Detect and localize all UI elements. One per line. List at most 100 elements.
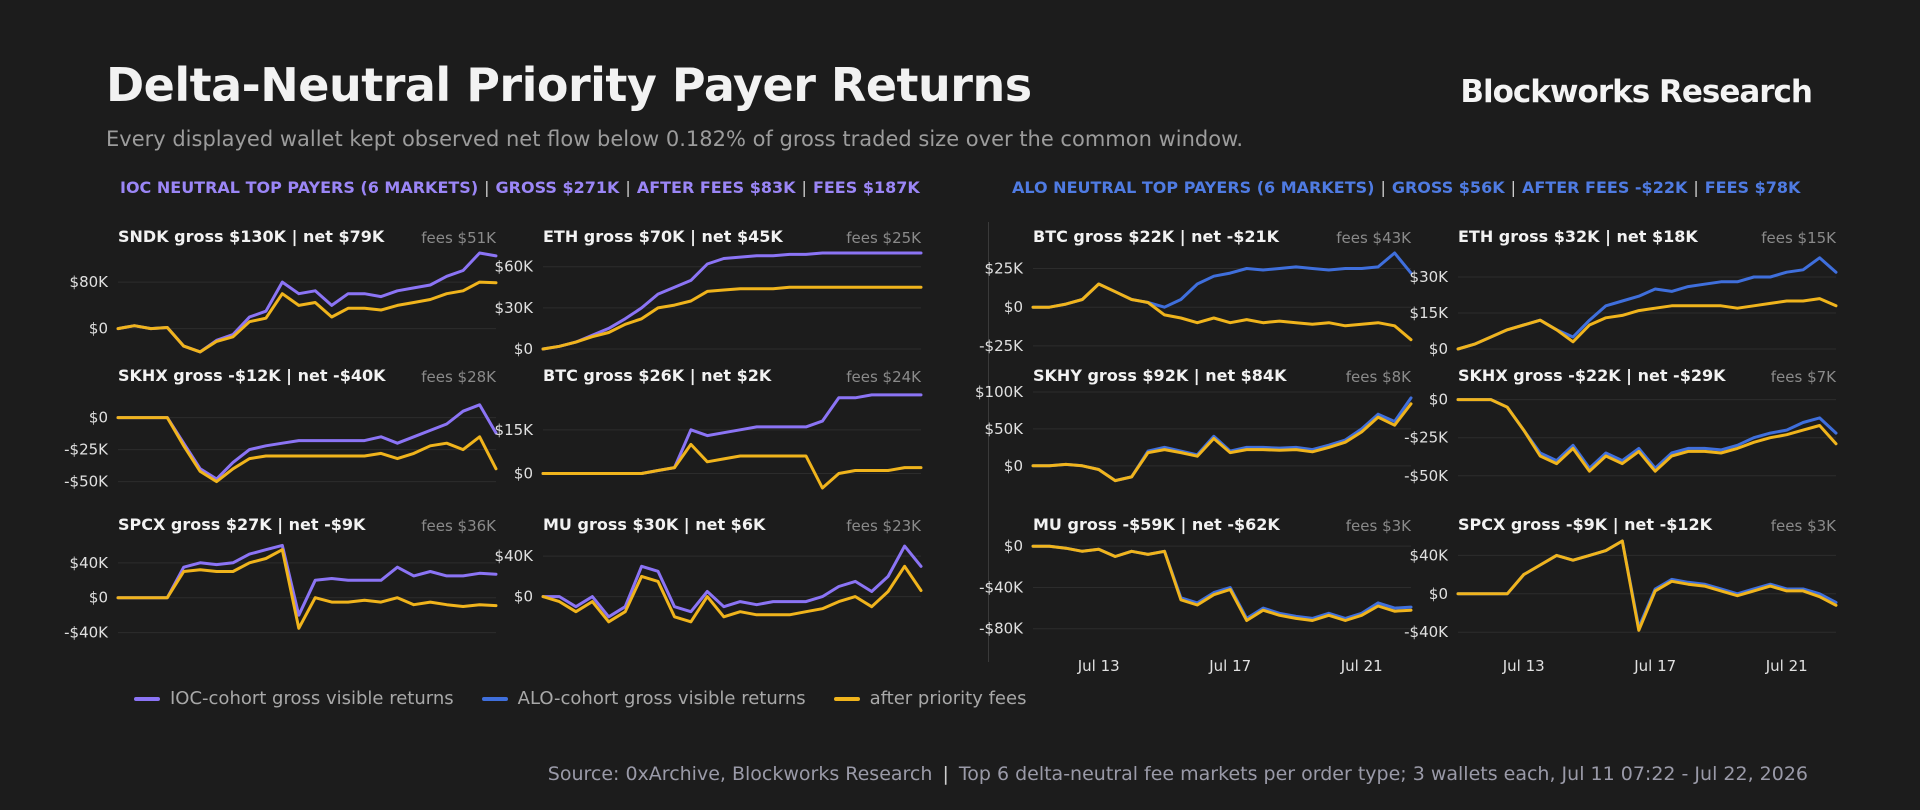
chart-svg: $0 $50K $100K [975, 383, 1413, 483]
panel-title: BTC gross $22K | net -$21K [1033, 227, 1280, 246]
alo-cohort-label: ALO NEUTRAL TOP PAYERS (6 MARKETS) [1012, 178, 1375, 197]
chart-svg: -$40K $0 $40K Jul 13 Jul 17 Jul 21 [1404, 539, 1838, 675]
ioc-cohort-fees: FEES $187K [812, 178, 920, 197]
legend-swatch-ioc [134, 696, 160, 701]
y-tick-label: $0 [89, 589, 108, 607]
chart-svg: -$50K -$25K $0 [64, 403, 498, 491]
y-tick-label: -$25K [64, 441, 109, 459]
series-line-net [541, 564, 923, 624]
series-line-net [1031, 402, 1413, 483]
y-tick-label: $40K [495, 547, 535, 565]
series-line-gross [541, 544, 923, 619]
y-tick-label: $80K [70, 273, 110, 291]
panel-fees: fees $36K [421, 517, 496, 535]
x-tick-label: Jul 13 [1502, 657, 1545, 675]
y-tick-label: $0 [514, 464, 533, 482]
source-left: Source: 0xArchive, Blockworks Research [547, 763, 933, 785]
panel-title: MU gross -$59K | net -$62K [1033, 515, 1280, 534]
y-tick-label: $50K [985, 420, 1025, 438]
series-line-gross [541, 251, 923, 351]
panel-title: ETH gross $32K | net $18K [1458, 227, 1698, 246]
chart-svg: $0 $80K [70, 251, 498, 354]
legend-label-alo: ALO-cohort gross visible returns [517, 688, 806, 709]
legend-label-ioc: IOC-cohort gross visible returns [170, 688, 454, 709]
y-tick-label: $0 [1429, 340, 1448, 358]
panel-title: SPCX gross -$9K | net -$12K [1458, 515, 1713, 534]
panel-fees: fees $23K [846, 517, 921, 535]
chart-svg: $0 $30K $60K [495, 251, 923, 358]
y-tick-label: -$40K [979, 578, 1024, 596]
panel-title: ETH gross $70K | net $45K [543, 227, 783, 246]
y-tick-label: $0 [89, 409, 108, 427]
legend-item-net: after priority fees [833, 688, 1027, 709]
series-line-net [541, 442, 923, 490]
y-tick-label: $0 [1004, 298, 1023, 316]
y-tick-label: $0 [514, 588, 533, 606]
alo-cohort-header: ALO NEUTRAL TOP PAYERS (6 MARKETS) | GROSS… [1012, 178, 1801, 197]
x-tick-label: Jul 17 [1633, 657, 1676, 675]
y-tick-label: $100K [975, 383, 1024, 401]
alo-cohort-after-fees: AFTER FEES -$22K [1521, 178, 1688, 197]
chart-panel-alo-btc: BTC gross $22K | net -$21K fees $43K -$25K… [979, 225, 1413, 355]
panel-title: SKHX gross -$22K | net -$29K [1458, 366, 1726, 385]
x-tick-label: Jul 21 [1340, 657, 1383, 675]
series-line-net [1031, 282, 1413, 342]
y-tick-label: -$50K [1404, 467, 1449, 485]
ioc-cohort-label: IOC NEUTRAL TOP PAYERS (6 MARKETS) [120, 178, 479, 197]
series-line-net [116, 280, 498, 354]
chart-panel-ioc-spcx: SPCX gross $27K | net -$9K fees $36K -$40K… [64, 513, 498, 643]
series-line-gross [116, 403, 498, 481]
y-tick-label: -$80K [979, 620, 1024, 638]
panel-title: BTC gross $26K | net $2K [543, 366, 772, 385]
y-tick-label: -$25K [1404, 429, 1449, 447]
panel-fees: fees $43K [1336, 229, 1411, 247]
chart-panel-ioc-sndk: SNDK gross $130K | net $79K fees $51K $0 $8… [70, 225, 498, 355]
panel-fees: fees $8K [1345, 368, 1411, 386]
series-line-net [116, 416, 498, 484]
chart-svg: $0 $40K [495, 544, 923, 624]
series-line-net [116, 548, 498, 630]
series-line-gross [541, 393, 923, 475]
y-tick-label: $30K [495, 299, 535, 317]
panel-fees: fees $51K [421, 229, 496, 247]
panel-fees: fees $28K [421, 368, 496, 386]
series-line-gross [116, 543, 498, 617]
y-tick-label: -$25K [979, 337, 1024, 355]
ioc-cohort-gross: GROSS $271K [495, 178, 620, 197]
chart-panel-ioc-mu: MU gross $30K | net $6K fees $23K $0 $40K [495, 513, 923, 643]
y-tick-label: -$40K [1404, 623, 1449, 641]
series-line-gross [1031, 251, 1413, 309]
page-subtitle: Every displayed wallet kept observed net… [106, 127, 1243, 151]
chart-svg: -$25K $0 $25K [979, 251, 1413, 355]
y-tick-label: $0 [89, 320, 108, 338]
y-tick-label: $25K [985, 259, 1025, 277]
alo-cohort-fees: FEES $78K [1704, 178, 1801, 197]
x-tick-label: Jul 13 [1077, 657, 1120, 675]
chart-panel-alo-mu: MU gross -$59K | net -$62K fees $3K -$80K -… [979, 513, 1413, 675]
source-note: Source: 0xArchive, Blockworks Research | T… [547, 763, 1808, 785]
y-tick-label: $40K [1410, 546, 1450, 564]
series-line-gross [1456, 398, 1838, 470]
panel-title: MU gross $30K | net $6K [543, 515, 766, 534]
x-tick-label: Jul 17 [1208, 657, 1251, 675]
page-title: Delta-Neutral Priority Payer Returns [106, 58, 1032, 112]
legend-item-alo: ALO-cohort gross visible returns [481, 688, 806, 709]
legend-label-net: after priority fees [869, 688, 1027, 709]
y-tick-label: $0 [1429, 391, 1448, 409]
series-line-net [1456, 398, 1838, 473]
alo-cohort-gross: GROSS $56K [1391, 178, 1505, 197]
ioc-cohort-header: IOC NEUTRAL TOP PAYERS (6 MARKETS) | GROSS… [120, 178, 920, 197]
panel-fees: fees $7K [1770, 368, 1836, 386]
y-tick-label: $0 [1429, 585, 1448, 603]
legend-swatch-alo [481, 696, 508, 701]
y-tick-label: $0 [1004, 537, 1023, 555]
chart-panel-ioc-btc: BTC gross $26K | net $2K fees $24K $0 $15K [495, 364, 923, 494]
y-tick-label: -$50K [64, 473, 109, 491]
panel-title: SNDK gross $130K | net $79K [118, 227, 385, 246]
series-line-net [1456, 539, 1838, 632]
panel-title: SPCX gross $27K | net -$9K [118, 515, 366, 534]
panel-fees: fees $3K [1770, 517, 1836, 535]
legend-swatch-net [833, 696, 860, 701]
brand-logo: Blockworks Research [1460, 74, 1813, 110]
chart-panel-alo-spcx: SPCX gross -$9K | net -$12K fees $3K -$40K… [1404, 513, 1838, 675]
